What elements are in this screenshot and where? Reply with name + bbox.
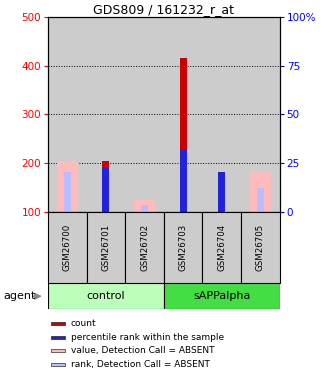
Bar bbox=[241, 17, 280, 212]
Bar bbox=[57, 160, 78, 212]
Bar bbox=[51, 363, 65, 366]
Bar bbox=[51, 336, 65, 339]
Bar bbox=[164, 283, 280, 309]
FancyBboxPatch shape bbox=[241, 212, 280, 283]
Text: GSM26701: GSM26701 bbox=[101, 224, 111, 271]
Bar bbox=[164, 17, 203, 212]
Text: rank, Detection Call = ABSENT: rank, Detection Call = ABSENT bbox=[71, 360, 210, 369]
Bar bbox=[103, 160, 109, 212]
FancyBboxPatch shape bbox=[125, 212, 164, 283]
Bar bbox=[87, 17, 125, 212]
Bar bbox=[218, 178, 225, 212]
FancyBboxPatch shape bbox=[203, 212, 241, 283]
Title: GDS809 / 161232_r_at: GDS809 / 161232_r_at bbox=[93, 3, 234, 16]
Text: GSM26700: GSM26700 bbox=[63, 224, 72, 271]
Text: GSM26702: GSM26702 bbox=[140, 224, 149, 271]
Bar bbox=[250, 172, 271, 212]
Bar bbox=[64, 172, 71, 212]
Bar bbox=[141, 205, 148, 212]
Text: value, Detection Call = ABSENT: value, Detection Call = ABSENT bbox=[71, 346, 214, 355]
Bar bbox=[48, 17, 87, 212]
Text: agent: agent bbox=[3, 291, 36, 301]
Bar bbox=[48, 283, 164, 309]
Text: count: count bbox=[71, 319, 96, 328]
Bar bbox=[134, 200, 155, 212]
FancyBboxPatch shape bbox=[48, 212, 87, 283]
Text: control: control bbox=[87, 291, 125, 301]
Text: GSM26704: GSM26704 bbox=[217, 224, 226, 271]
Bar bbox=[218, 172, 225, 212]
Bar bbox=[51, 350, 65, 352]
Text: GSM26705: GSM26705 bbox=[256, 224, 265, 271]
Text: GSM26703: GSM26703 bbox=[179, 224, 188, 271]
Text: percentile rank within the sample: percentile rank within the sample bbox=[71, 333, 224, 342]
Bar bbox=[180, 148, 187, 212]
Bar bbox=[203, 17, 241, 212]
Text: sAPPalpha: sAPPalpha bbox=[193, 291, 251, 301]
FancyBboxPatch shape bbox=[87, 212, 125, 283]
Bar bbox=[257, 188, 264, 212]
FancyBboxPatch shape bbox=[164, 212, 203, 283]
Bar bbox=[103, 168, 109, 212]
Bar bbox=[125, 17, 164, 212]
Bar bbox=[180, 58, 187, 212]
Bar bbox=[51, 322, 65, 325]
